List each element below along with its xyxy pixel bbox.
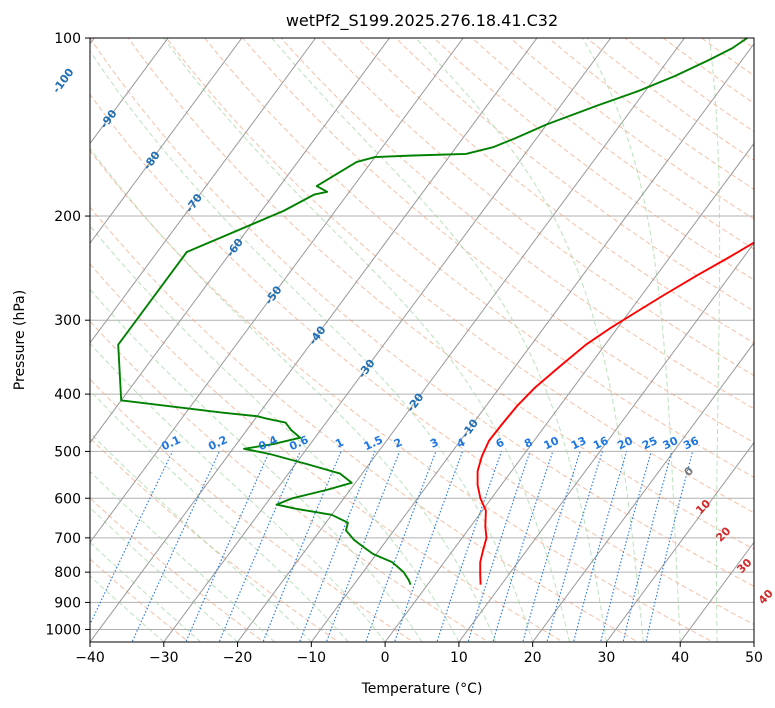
mixing-ratio-label: 16 [591,434,611,452]
x-tick-label: 0 [381,650,390,666]
dry-adiabat [90,320,490,642]
dry-adiabat [90,378,415,642]
moist-adiabat [90,470,275,642]
isotherm-line [532,342,754,642]
dry-adiabat [394,38,754,312]
moist-adiabat [271,38,607,642]
moist-adiabat [90,50,534,642]
isotherm-line [384,142,754,642]
isotherm-line [90,38,169,145]
dry-adiabat [90,150,714,642]
isotherm-line [163,38,612,642]
x-axis: −40 −30 −20 −10 0 10 20 30 40 50 [75,642,763,666]
x-tick-label: 50 [745,650,763,666]
x-tick-label: −40 [75,650,105,666]
dry-adiabat [165,38,754,514]
y-tick-label: 200 [54,209,81,225]
dewpoint-profile-line [117,38,748,586]
mixing-ratio-line [645,451,694,642]
mixing-ratio-label: 30 [661,434,681,452]
x-tick-label: −20 [223,650,253,666]
isotherm-line [90,38,317,344]
moist-adiabat [581,38,681,642]
isotherm-line [606,441,754,642]
chart-title: wetPf2_S199.2025.276.18.41.C32 [286,11,558,31]
y-tick-label: 300 [54,313,81,329]
mixing-ratio-label: 36 [681,434,701,452]
isotherm-line [90,38,464,544]
dry-adiabat [90,38,754,587]
moist-adiabat [90,147,497,642]
mixing-ratio-line [262,451,342,642]
y-axis-label: Pressure (hPa) [12,290,28,390]
mixing-ratio-line [90,451,173,626]
isotherm-line [237,38,685,642]
mixing-ratio-line [546,451,603,642]
y-tick-label: 500 [54,444,81,460]
mixing-ratio-line [436,451,502,642]
dry-adiabat [90,558,190,642]
mixing-ratio-line [131,451,220,642]
x-tick-label: 40 [671,650,689,666]
mixing-ratio-line [572,451,628,642]
x-tick-label: 20 [524,650,542,666]
temperature-profile-line [476,241,754,585]
mixing-ratio-label: 20 [615,434,635,452]
isotherm-line [310,42,754,642]
dry-adiabat [90,437,340,642]
moist-adiabat [90,225,460,642]
isotherm-line [458,242,754,642]
moist-adiabat [415,38,644,642]
mixing-ratio-line [467,451,531,642]
moist-adiabat [90,389,349,642]
y-tick-label: 800 [54,565,81,581]
mixing-ratio-line [394,451,464,642]
y-tick-label: 700 [54,531,81,547]
y-tick-label: 900 [54,595,81,611]
mixing-ratio-label: 10 [542,434,562,452]
mixing-ratio-line [299,451,376,642]
y-axis: 100 200 300 400 500 600 700 800 900 1000 [45,31,90,638]
y-tick-label: 1000 [45,622,81,638]
dry-adiabat [318,38,754,377]
x-tick-label: −10 [297,650,327,666]
y-tick-label: 400 [54,387,81,403]
isotherm-line [90,38,243,245]
mixing-ratio-line [522,451,581,642]
isotherm-line [90,38,390,444]
mixing-ratio-label: 13 [569,434,588,452]
y-tick-label: 600 [54,491,81,507]
x-tick-label: −30 [149,650,179,666]
mixing-ratio-line [365,451,437,642]
dry-adiabat [90,206,639,642]
moist-adiabat [90,288,423,642]
moist-adiabat [708,38,721,642]
x-tick-label: 30 [598,650,616,666]
plot-frame [89,37,755,643]
mixing-ratio-line [622,451,673,642]
mixing-ratio-line [492,451,554,642]
dry-adiabat [90,93,754,626]
dry-adiabat [203,38,754,478]
x-axis-label: Temperature (°C) [361,681,483,697]
mixing-ratio-line [600,451,652,642]
y-tick-label: 100 [54,31,81,47]
moist-adiabat [163,38,571,642]
mixing-ratio-line [325,451,401,642]
mixing-ratio-label: 25 [640,434,659,452]
mixing-ratio-line [185,451,271,642]
isotherm-line [90,38,538,642]
mixing-ratio-line [218,451,301,642]
plot-area [90,38,754,642]
x-tick-label: 10 [450,650,468,666]
